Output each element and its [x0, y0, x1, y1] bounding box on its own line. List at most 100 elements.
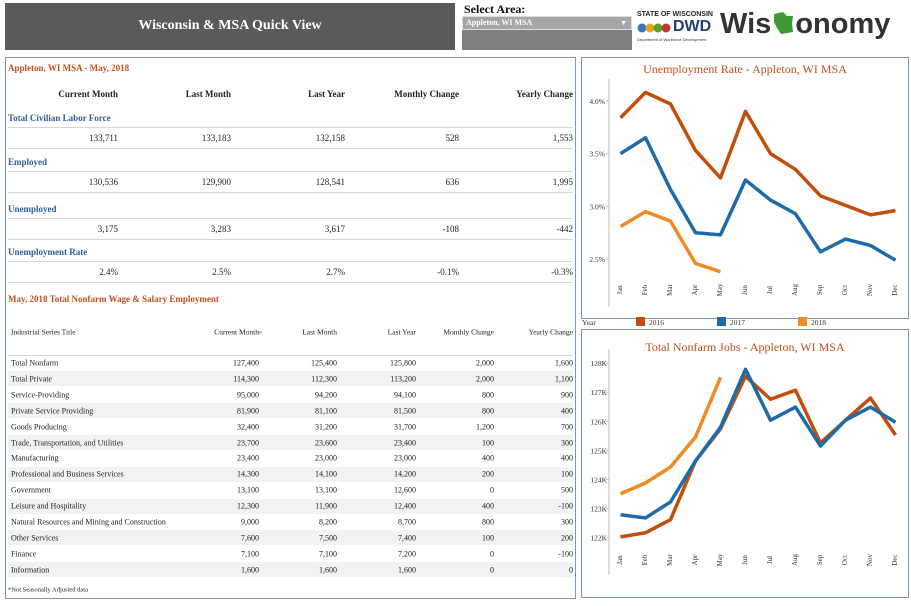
y-tick-label: 2.5%: [589, 255, 605, 264]
cell: 900: [561, 390, 573, 400]
cell: 2,000: [476, 374, 494, 384]
x-tick-label: Apr: [691, 554, 699, 566]
title-bar: Wisconsin & MSA Quick View: [5, 3, 455, 50]
cell: 11,900: [315, 501, 337, 511]
nonfarm-title: May, 2018 Total Nonfarm Wage & Salary Em…: [8, 294, 219, 304]
footnote: *Not Seasonally Adjusted data: [8, 586, 88, 594]
y-tick-label: 3.5%: [589, 150, 605, 159]
group-label: Employed: [8, 157, 48, 167]
cell: 100: [561, 469, 573, 479]
x-tick-label: Oct: [841, 285, 849, 295]
cell: 125,400: [311, 358, 337, 368]
column-header: Industrial Series Title: [11, 327, 76, 337]
column-header: Yearly Change: [516, 89, 573, 99]
cell: 7,600: [241, 533, 259, 543]
x-tick-label: Feb: [641, 554, 649, 565]
cell: -0.1%: [437, 267, 459, 277]
cell: 7,200: [398, 549, 416, 559]
y-tick-label: 126K: [590, 417, 607, 426]
cell: 1,100: [555, 374, 573, 384]
cell: 12,300: [237, 501, 259, 511]
row-label: Professional and Business Services: [11, 469, 124, 479]
group-label: Total Civilian Labor Force: [8, 113, 111, 123]
cell: 81,900: [237, 406, 259, 416]
cell: 800: [482, 406, 494, 416]
y-tick-label: 124K: [590, 476, 607, 485]
cell: 12,400: [394, 501, 416, 511]
cell: 95,000: [237, 390, 259, 400]
cell: 113,200: [390, 374, 416, 384]
cell: 1,553: [552, 133, 573, 143]
cell: -100: [558, 549, 573, 559]
cell: 0: [490, 565, 494, 575]
legend-swatch: [798, 317, 807, 326]
x-tick-label: Oct: [841, 555, 849, 565]
y-tick-label: 122K: [590, 534, 607, 543]
series-line: [619, 209, 722, 274]
cell: 23,600: [315, 438, 337, 447]
row-label: Leisure and Hospitality: [11, 501, 87, 511]
cell: 0: [490, 549, 494, 559]
cell: 1,600: [319, 565, 337, 575]
cell: 23,000: [315, 453, 337, 463]
y-tick-label: 128K: [590, 359, 607, 368]
row-label: Trade, Transportation, and Utilities: [11, 438, 124, 447]
cell: 400: [561, 406, 573, 416]
column-header: Last Year: [387, 327, 416, 337]
cell: 127,400: [233, 358, 259, 368]
x-tick-label: Dec: [891, 284, 899, 295]
cell: -0.3%: [551, 267, 573, 277]
select-dropdown[interactable]: Appleton, WI MSA ▼: [462, 16, 632, 30]
select-value[interactable]: Appleton, WI MSA: [466, 18, 533, 27]
row-stripe: [8, 530, 573, 546]
row-label: Total Nonfarm: [11, 358, 59, 368]
sort-icon: ≡: [258, 328, 263, 338]
area-selector: Select Area: Appleton, WI MSA ▼: [462, 2, 632, 50]
cell: 7,400: [398, 533, 416, 543]
logo-map: [774, 12, 794, 34]
cell: 7,100: [319, 549, 337, 559]
row-label: Natural Resources and Mining and Constru…: [11, 517, 166, 527]
x-tick-label: Aug: [791, 283, 799, 296]
cell: 500: [561, 485, 573, 495]
cell: 1,200: [476, 422, 494, 432]
cell: 0: [490, 485, 494, 495]
cell: 31,700: [394, 422, 416, 432]
cell: 528: [445, 133, 460, 143]
cell: 14,200: [394, 469, 416, 479]
cell: 7,500: [319, 533, 337, 543]
row-label: Information: [11, 565, 50, 575]
x-tick-label: Aug: [791, 553, 799, 566]
x-tick-label: Sep: [816, 554, 824, 565]
cell: 2,000: [476, 358, 494, 368]
cell: -108: [442, 224, 460, 234]
x-tick-label: May: [716, 283, 724, 296]
cell: 13,100: [315, 485, 337, 495]
legend-swatch: [717, 317, 726, 326]
chart-border: [581, 57, 909, 319]
x-tick-label: Jun: [741, 285, 749, 295]
legend-title: Year: [582, 318, 596, 327]
cell: 800: [482, 517, 494, 527]
y-tick-label: 127K: [590, 388, 607, 397]
cell: 2.7%: [326, 267, 345, 277]
column-header: Last Month: [302, 327, 337, 337]
dashboard-title: Wisconsin & MSA Quick View: [138, 18, 322, 33]
x-tick-label: Nov: [866, 283, 874, 296]
series-line: [619, 90, 896, 217]
cell: 1,600: [241, 565, 259, 575]
group-label: Unemployment Rate: [8, 247, 88, 257]
x-tick-label: May: [716, 553, 724, 566]
x-tick-label: Jun: [741, 555, 749, 565]
cell: 7,100: [241, 549, 259, 559]
row-label: Government: [11, 485, 51, 495]
cell: 3,283: [210, 224, 231, 234]
y-tick-label: 125K: [590, 446, 607, 455]
separator: [8, 239, 573, 240]
column-header: Yearly Change: [528, 327, 573, 337]
logo-dept: Department of Workforce Development: [637, 37, 707, 42]
row-label: Other Services: [11, 533, 59, 543]
row-stripe: [8, 435, 573, 450]
logo-state: STATE OF WISCONSIN: [637, 11, 713, 18]
